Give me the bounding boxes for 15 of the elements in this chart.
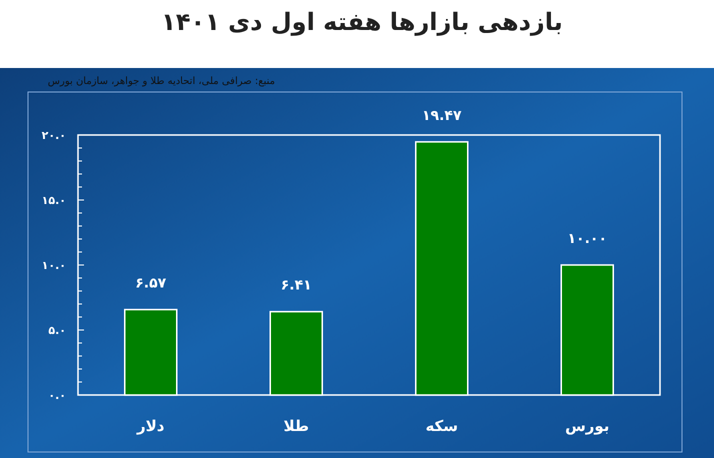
xtick: سکه	[425, 417, 458, 435]
data-label: ۱۹.۴۷	[422, 108, 462, 124]
title: بازدهی بازارها هفته اول دی ۱۴۰۱	[161, 8, 563, 36]
ytick: ۱۵.۰	[42, 194, 66, 207]
annotation: منبع: صرافی ملی، اتحادیه طلا و جواهر، سازمان بورس	[48, 76, 275, 87]
data-label: ۱۰.۰۰	[568, 231, 607, 247]
xtick: بورس	[565, 417, 610, 435]
data-label: ۶.۴۱	[280, 278, 312, 294]
ytick: ۰.۰	[48, 389, 66, 402]
xtick: طلا	[283, 417, 310, 435]
ytick: ۵.۰	[48, 324, 66, 337]
xtick: دلار	[137, 417, 164, 435]
data-label: ۶.۵۷	[135, 276, 166, 292]
ytick: ۱۰.۰	[42, 259, 66, 272]
ytick: ۲۰.۰	[42, 129, 66, 142]
